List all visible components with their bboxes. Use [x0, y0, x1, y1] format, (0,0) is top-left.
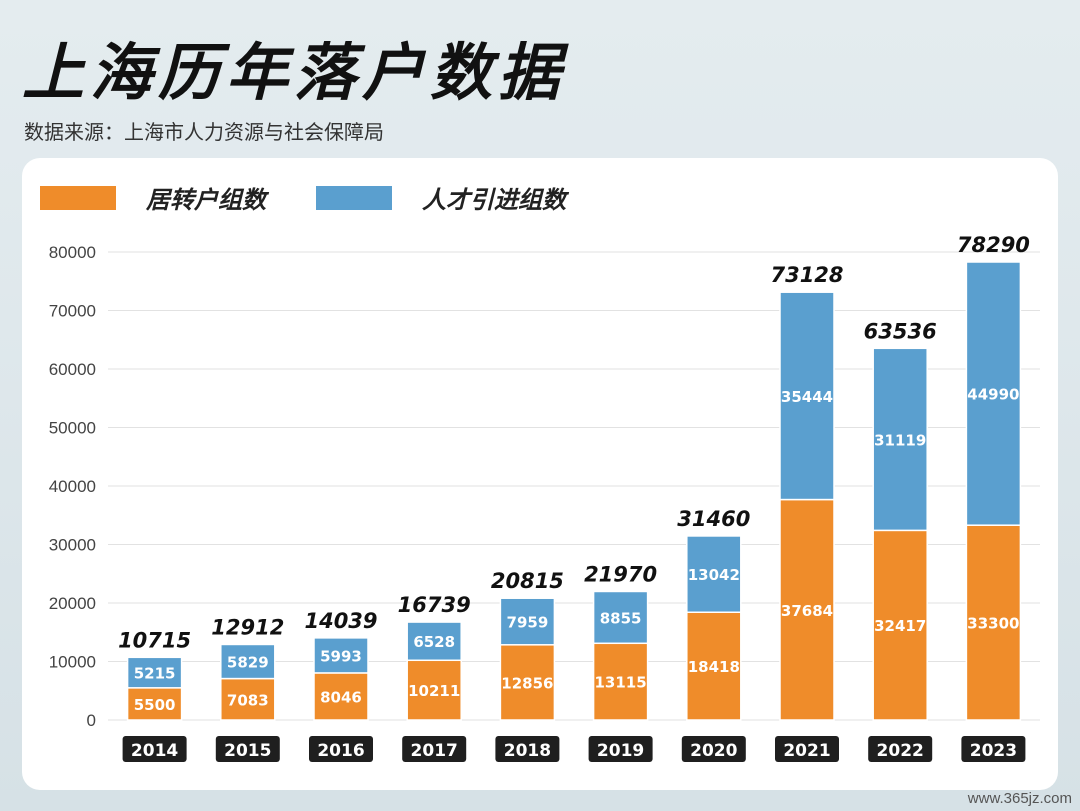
data-label-talent: 8855: [600, 609, 642, 627]
x-category-label: 2021: [783, 741, 830, 761]
x-category-box: [495, 736, 560, 762]
data-label-talent: 5215: [134, 665, 176, 683]
data-label-settlement: 32417: [874, 617, 926, 635]
total-label: 31460: [677, 507, 750, 531]
bar-segment-talent: [220, 643, 276, 680]
x-category-box: [868, 736, 933, 762]
bar-segment-settlement: [126, 687, 183, 721]
legend-label-talent: 人才引进组数: [422, 186, 566, 214]
y-tick-label: 40000: [49, 477, 96, 496]
bar-segment-settlement: [686, 611, 742, 721]
total-label: 12912: [211, 615, 284, 639]
x-category-box: [122, 736, 187, 762]
total-label: 63536: [864, 319, 937, 343]
total-label: 78290: [957, 233, 1030, 257]
bar-segment-talent: [872, 347, 928, 532]
y-tick-label: 20000: [49, 594, 96, 613]
x-category-label: 2015: [224, 741, 271, 761]
total-label: 20815: [491, 569, 564, 593]
bar-segment-settlement: [779, 498, 835, 721]
bar-segment-settlement: [592, 642, 649, 721]
y-tick-label: 60000: [49, 360, 96, 379]
total-label: 21970: [584, 562, 657, 586]
data-label-settlement: 37684: [781, 602, 833, 620]
chart-legend: 居转户组数 人才引进组数: [40, 180, 616, 215]
y-tick-label: 30000: [49, 536, 96, 555]
x-category-box: [681, 736, 746, 762]
legend-item-settlement: 居转户组数: [40, 180, 266, 215]
x-category-box: [775, 736, 839, 762]
total-label: 10715: [118, 628, 191, 652]
total-label: 73128: [770, 263, 843, 287]
y-tick-label: 70000: [49, 302, 96, 321]
bar-segment-settlement: [313, 672, 369, 721]
bar-segment-settlement: [872, 529, 928, 721]
data-label-settlement: 10211: [408, 682, 460, 700]
x-category-label: 2018: [504, 741, 551, 761]
bar-segment-settlement: [965, 524, 1022, 721]
y-tick-label: 80000: [49, 243, 96, 262]
y-tick-label: 50000: [49, 419, 96, 438]
total-label: 16739: [398, 593, 471, 617]
bar-segment-talent: [499, 597, 556, 646]
data-label-talent: 7959: [507, 614, 549, 632]
legend-swatch-talent: [316, 185, 392, 210]
bar-segment-settlement: [499, 644, 556, 721]
x-category-label: 2020: [690, 741, 737, 761]
bar-segment-talent: [965, 261, 1022, 526]
x-category-box: [309, 736, 373, 762]
legend-label-settlement: 居转户组数: [146, 186, 266, 214]
bar-segment-talent: [779, 291, 835, 501]
x-category-box: [961, 736, 1026, 762]
data-label-talent: 35444: [781, 388, 833, 406]
data-label-settlement: 8046: [320, 688, 362, 706]
total-label: 14039: [304, 609, 377, 633]
data-source: 数据来源：上海市人力资源与社会保障局: [24, 120, 384, 144]
data-label-settlement: 33300: [967, 615, 1019, 633]
data-label-talent: 44990: [967, 386, 1019, 404]
y-tick-label: 0: [87, 711, 96, 730]
y-tick-label: 10000: [49, 653, 96, 672]
legend-swatch-settlement: [40, 185, 116, 210]
bar-segment-settlement: [220, 677, 276, 721]
data-label-settlement: 12856: [501, 674, 553, 692]
x-category-label: 2019: [597, 741, 644, 761]
data-label-settlement: 5500: [134, 696, 176, 714]
x-category-label: 2022: [877, 741, 924, 761]
bar-segment-talent: [406, 621, 462, 662]
page-title: 上海历年落户数据: [22, 36, 567, 109]
x-category-label: 2016: [317, 741, 364, 761]
bar-segment-talent: [592, 590, 649, 645]
x-category-box: [588, 736, 653, 762]
data-label-talent: 6528: [413, 633, 455, 651]
data-label-talent: 13042: [688, 566, 740, 584]
x-category-label: 2017: [411, 741, 458, 761]
bar-segment-talent: [313, 637, 369, 674]
data-label-settlement: 13115: [595, 674, 647, 692]
watermark: www.365jz.com: [967, 790, 1072, 807]
bar-segment-talent: [126, 656, 183, 689]
data-label-talent: 31119: [874, 431, 926, 449]
data-label-settlement: 18418: [688, 658, 740, 676]
x-category-box: [402, 736, 467, 762]
bar-segment-talent: [686, 535, 742, 614]
legend-item-talent: 人才引进组数: [316, 180, 566, 215]
data-label-talent: 5829: [227, 654, 269, 672]
x-category-label: 2023: [970, 741, 1017, 761]
x-category-label: 2014: [131, 741, 178, 761]
x-category-box: [215, 736, 280, 762]
data-label-talent: 5993: [320, 647, 362, 665]
data-label-settlement: 7083: [227, 691, 269, 709]
